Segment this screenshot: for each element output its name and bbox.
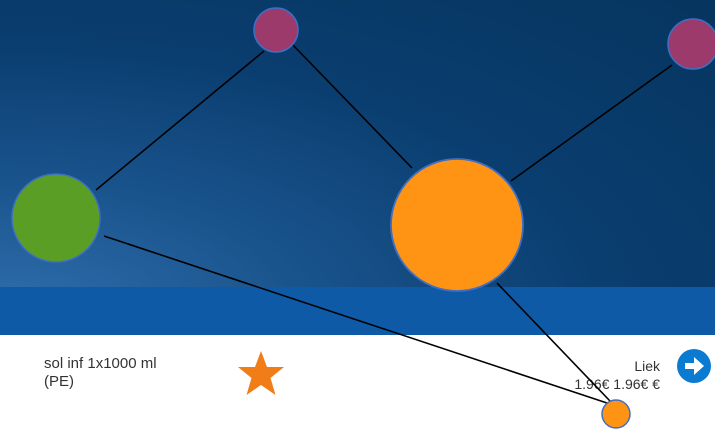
network-canvas [0, 0, 715, 335]
edge [510, 64, 673, 182]
arrow-right-icon[interactable] [676, 348, 712, 384]
seller-price: 1.96€ 1.96€ € [574, 376, 660, 392]
star-icon[interactable] [236, 349, 286, 399]
edge [103, 235, 608, 404]
product-name-line2: (PE) [44, 373, 74, 390]
seller-name: Liek [634, 358, 660, 374]
header-band [0, 287, 715, 335]
node-green [11, 173, 101, 263]
seller-info: Liek 1.96€ 1.96€ € [574, 357, 660, 393]
node-orange-large [390, 158, 524, 292]
product-name-line1: sol inf 1x1000 ml [44, 355, 157, 372]
node-magenta [253, 7, 299, 53]
edge [496, 282, 611, 402]
node-magenta [667, 18, 715, 70]
edge [95, 50, 265, 191]
node-orange-small [601, 399, 631, 429]
product-card [0, 335, 715, 429]
product-name: sol inf 1x1000 ml (PE) [44, 355, 224, 391]
edge [291, 43, 413, 169]
